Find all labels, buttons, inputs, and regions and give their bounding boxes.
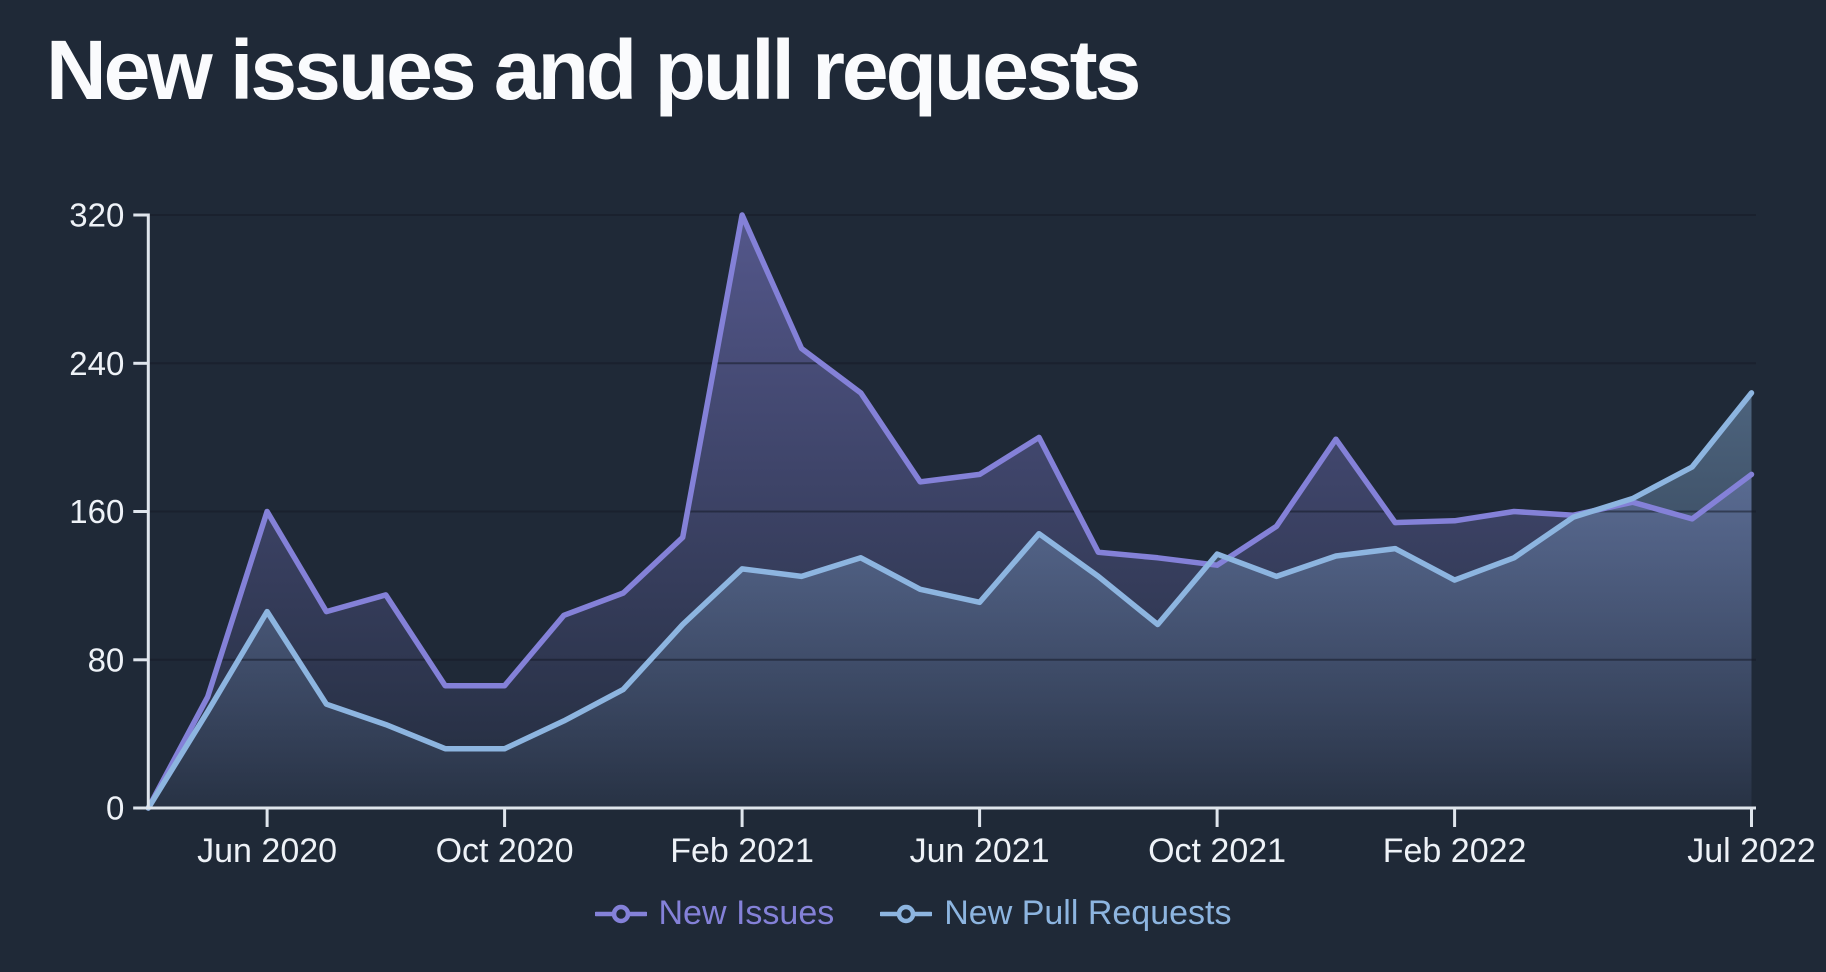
y-axis-label-240: 240 bbox=[69, 345, 124, 382]
y-axis-label-160: 160 bbox=[69, 493, 124, 530]
axes bbox=[133, 213, 1756, 827]
chart-legend: New Issues New Pull Requests bbox=[0, 894, 1826, 933]
y-axis-label-80: 80 bbox=[88, 641, 125, 678]
gridlines bbox=[148, 214, 1756, 661]
x-axis-label-jun-2021: Jun 2021 bbox=[910, 832, 1050, 870]
x-axis-label-jul-2022: Jul 2022 bbox=[1687, 832, 1816, 870]
y-axis-label-320: 320 bbox=[69, 197, 124, 234]
series-line-0 bbox=[145, 212, 1755, 811]
x-axis-label-feb-2021: Feb 2021 bbox=[670, 832, 814, 870]
x-axis-label-jun-2020: Jun 2020 bbox=[197, 832, 337, 870]
series-lines bbox=[145, 212, 1755, 811]
legend-item-new-pull-requests[interactable]: New Pull Requests bbox=[880, 894, 1231, 933]
x-axis-label-feb-2022: Feb 2022 bbox=[1383, 832, 1527, 870]
x-axis-label-oct-2021: Oct 2021 bbox=[1148, 832, 1286, 870]
x-axis-label-oct-2020: Oct 2020 bbox=[436, 832, 574, 870]
x-tick-labels: Jun 2020 Oct 2020 Feb 2021 Jun 2021 Oct 2021… bbox=[197, 832, 1816, 870]
legend-label: New Issues bbox=[658, 894, 835, 932]
y-axis-label-0: 0 bbox=[106, 790, 124, 827]
legend-label: New Pull Requests bbox=[944, 894, 1232, 932]
legend-line-circle-marker-icon bbox=[880, 904, 933, 923]
series-line-1 bbox=[145, 390, 1755, 811]
y-tick-labels: 0 80 160 240 320 bbox=[69, 197, 124, 827]
area-fill-1 bbox=[148, 392, 1752, 808]
legend-line-circle-marker-icon bbox=[594, 904, 647, 923]
chart-title: New issues and pull requests bbox=[46, 23, 1141, 117]
legend-item-new-issues[interactable]: New Issues bbox=[594, 894, 835, 933]
